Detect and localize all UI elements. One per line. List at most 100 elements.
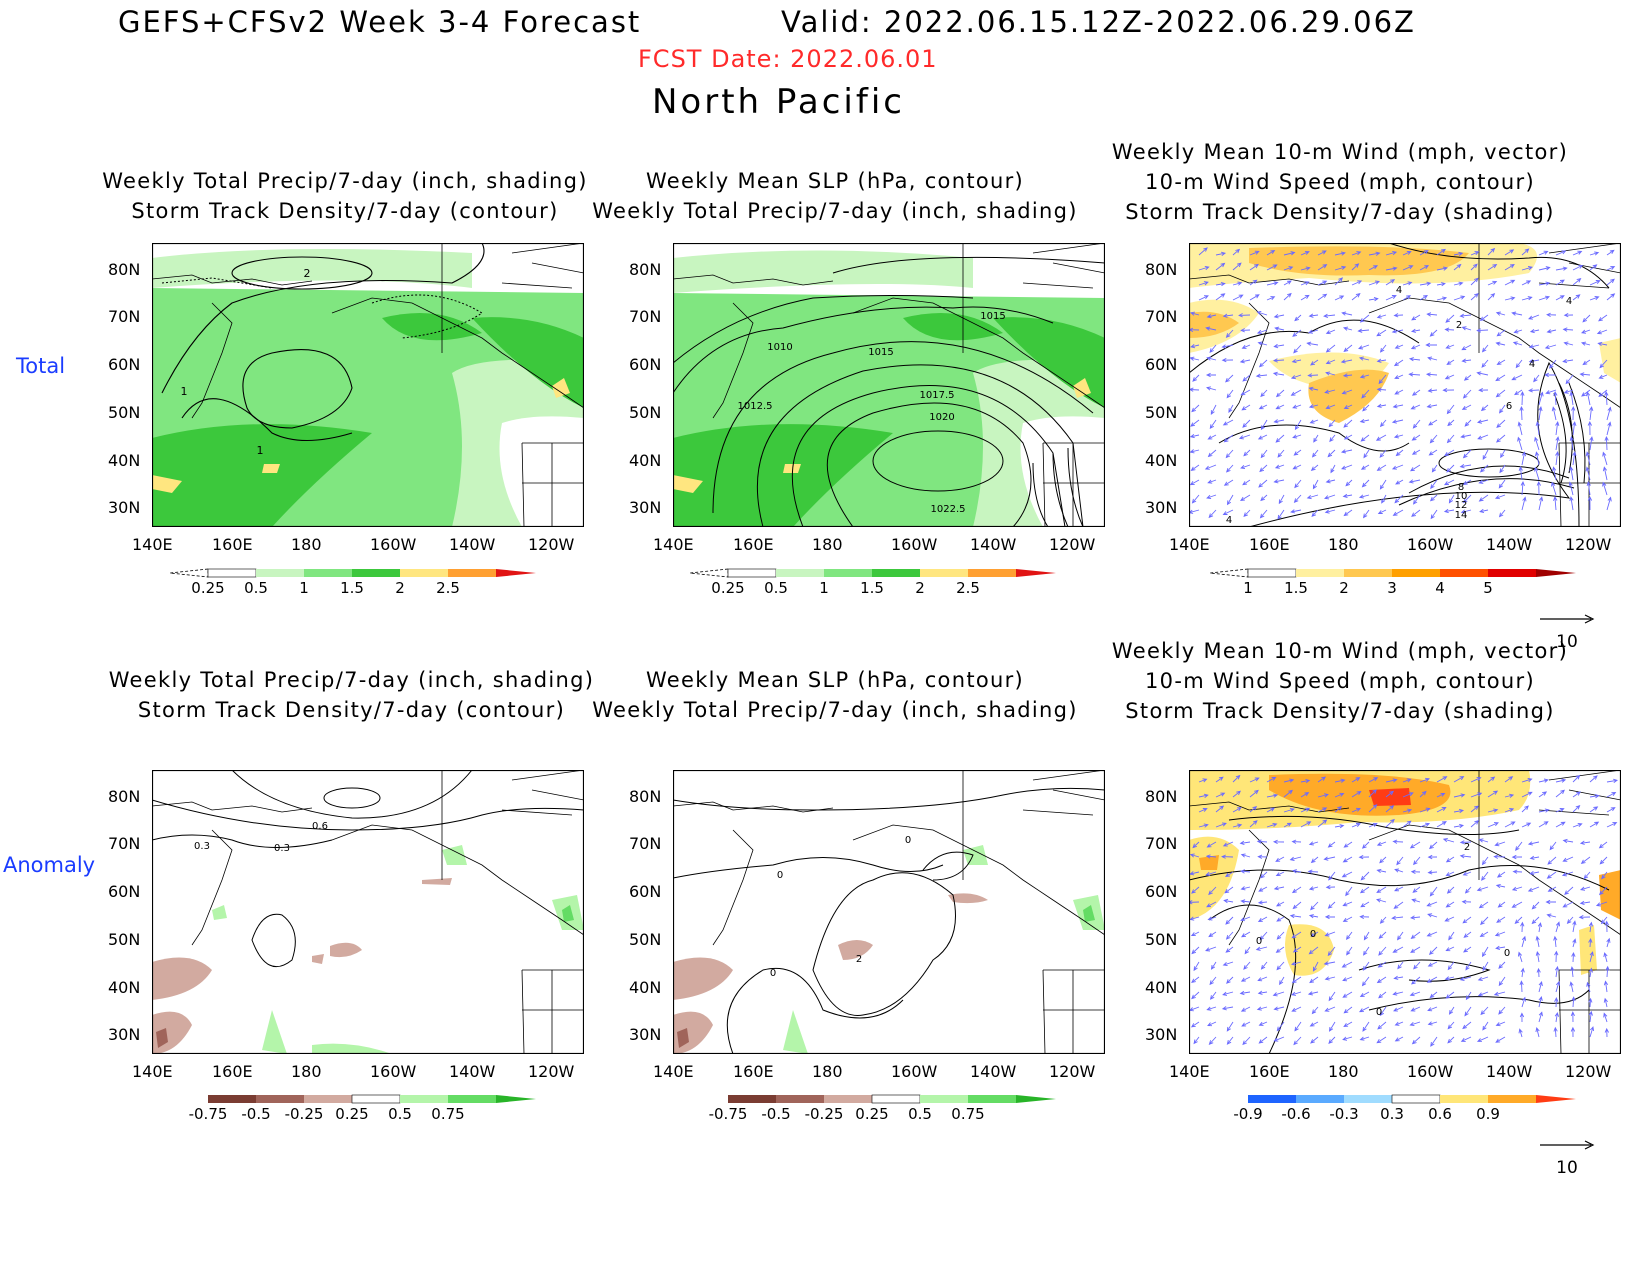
wind-vector — [1359, 991, 1370, 997]
colorbar-segment — [351, 1094, 401, 1104]
wind-vector — [1290, 509, 1302, 514]
wind-vector — [1392, 946, 1404, 953]
colorbar-segment — [968, 569, 1016, 577]
colorbar-tick-label: -0.5 — [761, 1105, 790, 1123]
wind-vector — [1340, 449, 1353, 454]
wind-vector — [1570, 1011, 1576, 1023]
wind-vector — [1394, 1021, 1404, 1026]
wind-vector — [1470, 805, 1479, 813]
wind-vector — [1411, 976, 1421, 985]
wind-vector — [1498, 509, 1506, 518]
wind-vector — [1606, 293, 1616, 301]
wind-vector — [1496, 916, 1506, 923]
wind-vector — [1276, 916, 1285, 922]
wind-vector — [1538, 250, 1549, 256]
wind-vector — [1410, 1006, 1421, 1012]
wind-vector — [1189, 916, 1200, 921]
wind-vector — [1487, 264, 1498, 271]
wind-vector — [1411, 434, 1421, 441]
wind-vector — [1487, 776, 1496, 783]
wind-vector — [1494, 931, 1506, 937]
wind-vector — [1190, 931, 1200, 937]
wind-vector — [1562, 901, 1574, 908]
wind-vector — [1562, 856, 1574, 862]
wind-vector — [1308, 404, 1319, 409]
wind-vector — [1606, 249, 1615, 256]
wind-vector — [1589, 1026, 1595, 1038]
colorbar-tick-label: 0.25 — [855, 1105, 888, 1123]
wind-vector — [1588, 1010, 1593, 1023]
wind-vector — [1310, 1036, 1319, 1044]
wind-vector — [1589, 806, 1599, 813]
wind-vector — [1480, 1006, 1489, 1016]
wind-vector — [1273, 314, 1285, 319]
wind-vector — [1323, 313, 1336, 319]
wind-vector — [1445, 344, 1455, 349]
wind-vector — [1427, 854, 1438, 860]
contour-label: 1 — [181, 385, 188, 398]
panel6-title: Weekly Mean 10-m Wind (mph, vector) 10-m … — [1111, 639, 1569, 723]
wind-vector — [1291, 1006, 1302, 1012]
contour-label: 6 — [1506, 401, 1512, 412]
wind-vector — [1385, 279, 1396, 286]
wind-vector — [1606, 406, 1612, 421]
lon-tick-label: 160W — [1407, 1062, 1454, 1081]
wind-vector — [1206, 841, 1217, 848]
wind-vector — [1459, 976, 1472, 982]
lon-tick-label: 160E — [733, 1062, 774, 1081]
wind-vector — [1504, 793, 1515, 798]
wind-vector — [1538, 281, 1551, 286]
wind-vector — [1555, 451, 1560, 466]
wind-vector — [1240, 869, 1251, 874]
wind-vector — [1293, 494, 1302, 503]
wind-vector — [1477, 434, 1489, 440]
wind-vector — [1368, 789, 1377, 798]
contour-label: 1 — [257, 444, 264, 457]
wind-vector — [1307, 991, 1319, 996]
wind-vector — [1521, 296, 1533, 301]
wind-vector — [1555, 778, 1567, 783]
colorbar-tick-label: 0.3 — [1380, 1105, 1404, 1123]
contour-label: 4 — [1566, 296, 1572, 307]
wind-vector — [1266, 281, 1279, 286]
wind-vector — [1428, 946, 1438, 956]
wind-vector — [1376, 464, 1387, 471]
wind-vector — [1470, 777, 1482, 783]
wind-vector — [1481, 344, 1489, 353]
wind-vector — [1368, 822, 1378, 828]
wind-vector — [1198, 247, 1208, 256]
panel5-title: Weekly Mean SLP (hPa, contour) Weekly Tot… — [592, 668, 1078, 722]
lon-tick-label: 180 — [291, 535, 322, 554]
wind-vector — [1307, 373, 1319, 378]
wind-vector — [1198, 295, 1209, 301]
wind-vector — [1482, 961, 1489, 972]
wind-vector — [1447, 961, 1455, 971]
colorbar-tick-label: -0.75 — [189, 1105, 228, 1123]
wind-vector — [1515, 841, 1523, 852]
wind-vector — [1462, 389, 1472, 399]
lon-tick-label: 140E — [653, 535, 694, 554]
wind-vector — [1478, 479, 1489, 484]
contour-label: 1017.5 — [920, 390, 955, 401]
wind-vector — [1328, 1036, 1336, 1044]
wind-vector — [1453, 793, 1466, 798]
wind-vector — [1453, 295, 1466, 301]
wind-vector — [1221, 1006, 1234, 1011]
wind-vector — [1283, 822, 1292, 828]
colorbar-storm-total: 1 1.5 2 3 4 5 — [1209, 568, 1576, 597]
wind-vector — [1476, 1036, 1489, 1043]
wind-vector — [1546, 913, 1557, 918]
wind-vector — [1317, 807, 1328, 813]
wind-vector — [1376, 358, 1387, 363]
wind-vector — [1189, 853, 1200, 858]
wind-vector — [1274, 464, 1285, 469]
colorbar-segment — [968, 1095, 1016, 1103]
wind-vector — [1341, 961, 1353, 968]
wind-vector — [1343, 1021, 1353, 1028]
colorbar-high-triangle — [496, 1095, 536, 1103]
wind-vector — [1342, 916, 1353, 922]
wind-vector — [1581, 389, 1591, 397]
wind-vector — [1309, 419, 1319, 424]
wind-vector — [1430, 479, 1438, 490]
wind-vector — [1204, 464, 1217, 470]
